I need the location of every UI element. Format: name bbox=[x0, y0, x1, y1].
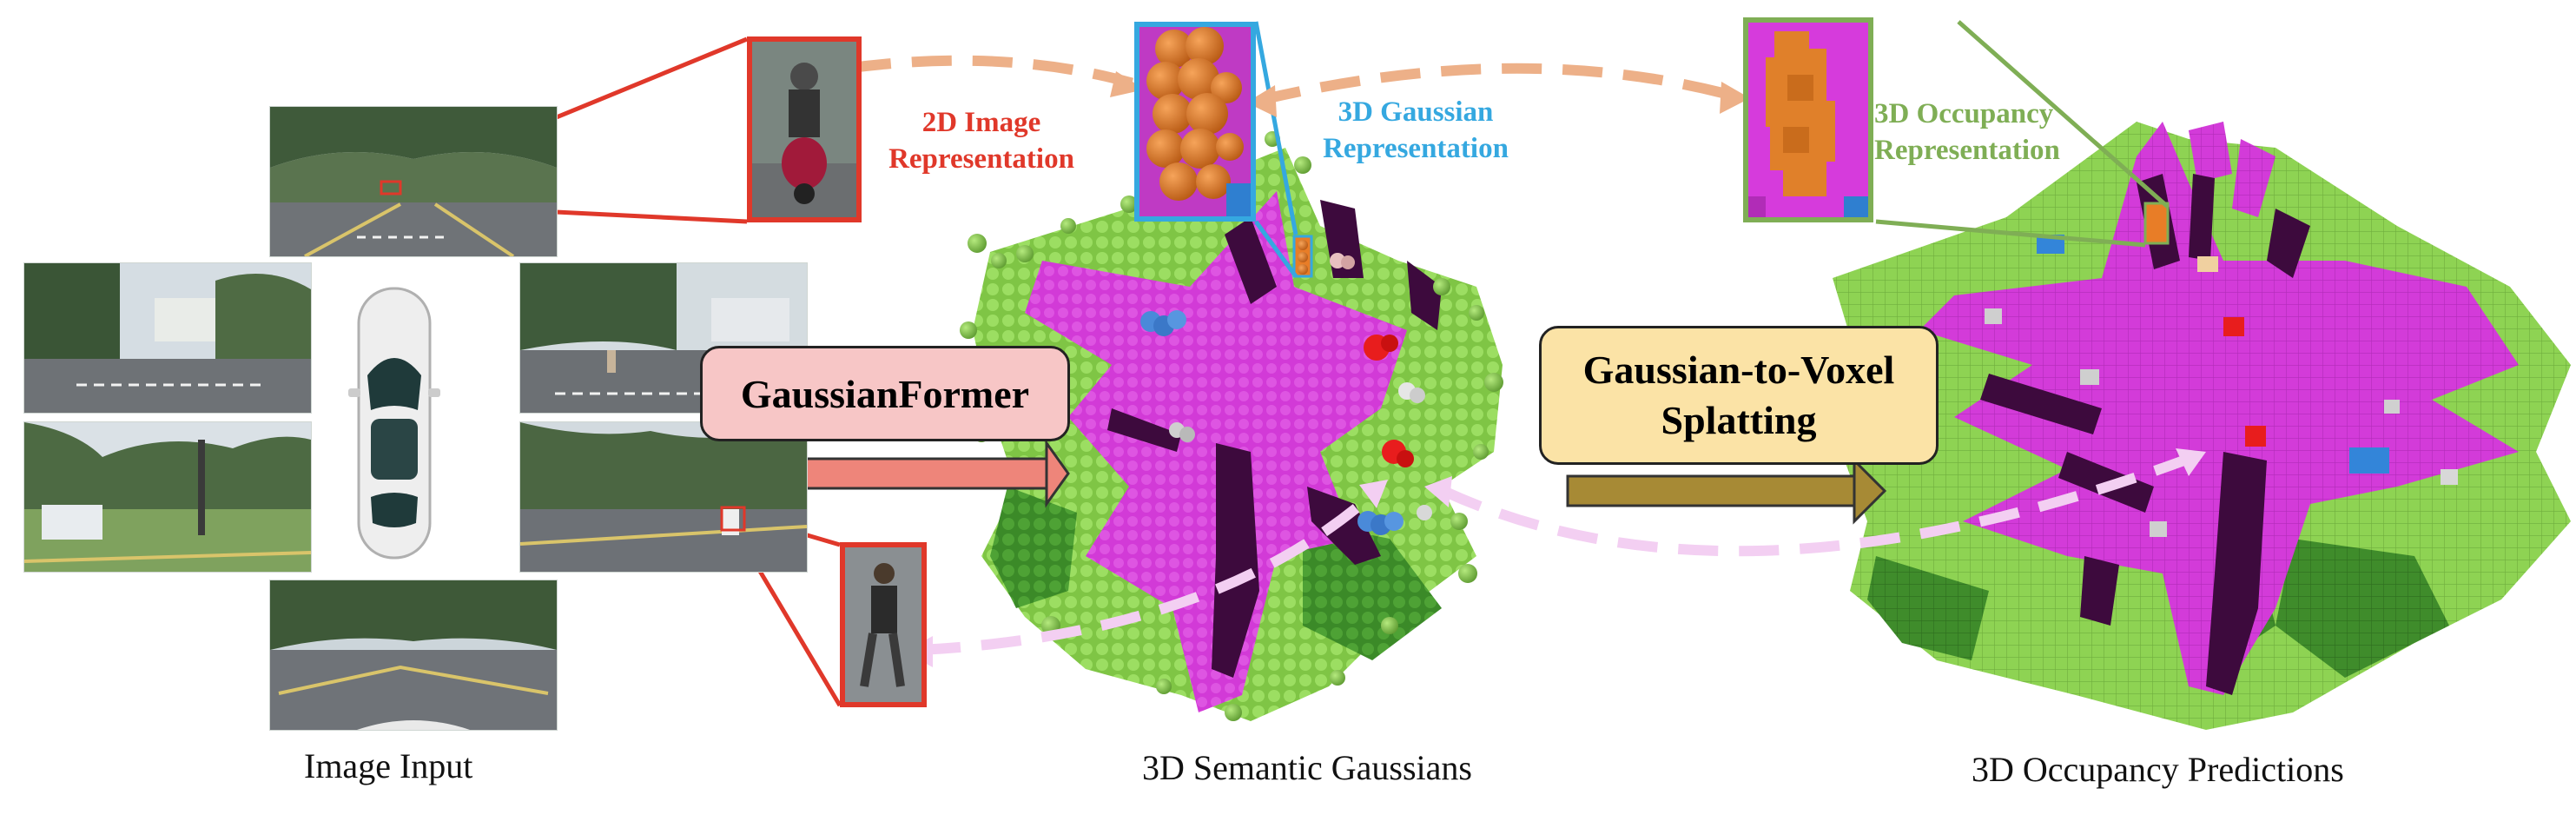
gaussian-representation-line1: 3D Gaussian bbox=[1338, 96, 1494, 128]
gaussianformer-label: GaussianFormer bbox=[740, 371, 1030, 416]
pink-arrow-gaussian-occupancy bbox=[1441, 454, 2191, 557]
occupancy-scene bbox=[1833, 122, 2571, 730]
semantic-gaussians-scene bbox=[960, 131, 1503, 721]
pink-arrow-pedestrian-gaussian bbox=[920, 487, 1380, 655]
caption-semantic-gaussians: 3D Semantic Gaussians bbox=[1142, 748, 1472, 787]
gaussian-representation-line2: Representation bbox=[1323, 133, 1509, 164]
camera-back bbox=[269, 580, 558, 731]
gaussianformer-box: GaussianFormer bbox=[700, 346, 1070, 441]
gaussian-representation-label: 3D Gaussian Representation bbox=[1285, 94, 1546, 167]
camera-back-right bbox=[519, 421, 808, 573]
inset-occupancy-voxels bbox=[1743, 17, 1873, 222]
image-representation-line1: 2D Image bbox=[921, 107, 1041, 138]
occupancy-representation-label: 3D Occupancy Representation bbox=[1874, 96, 2104, 169]
zoom-connectors bbox=[397, 20, 2170, 707]
occupancy-representation-line2: Representation bbox=[1874, 135, 2060, 166]
caption-image-input: Image Input bbox=[304, 746, 473, 785]
splatting-arrow bbox=[1566, 457, 1887, 525]
image-representation-label: 2D Image Representation bbox=[877, 104, 1086, 177]
inset-gaussian-cluster bbox=[1134, 22, 1256, 222]
inset-cyclist bbox=[747, 36, 862, 222]
splatting-box: Gaussian-to-Voxel Splatting bbox=[1539, 326, 1939, 465]
peach-arrow-image-gaussian bbox=[850, 55, 1135, 89]
inset-pedestrian bbox=[840, 542, 927, 707]
camera-front-left bbox=[23, 262, 312, 414]
relation-arrows bbox=[850, 55, 2191, 655]
splatting-line1: Gaussian-to-Voxel bbox=[1582, 348, 1895, 392]
splatting-line2: Splatting bbox=[1661, 398, 1817, 442]
occupancy-representation-line1: 3D Occupancy bbox=[1874, 98, 2054, 129]
caption-occupancy-predictions: 3D Occupancy Predictions bbox=[1972, 750, 2344, 789]
camera-back-left bbox=[23, 421, 312, 573]
camera-front bbox=[269, 106, 558, 257]
image-representation-line2: Representation bbox=[888, 143, 1074, 175]
ego-car-icon bbox=[343, 280, 446, 567]
peach-arrow-gaussian-occupancy bbox=[1259, 63, 1734, 105]
